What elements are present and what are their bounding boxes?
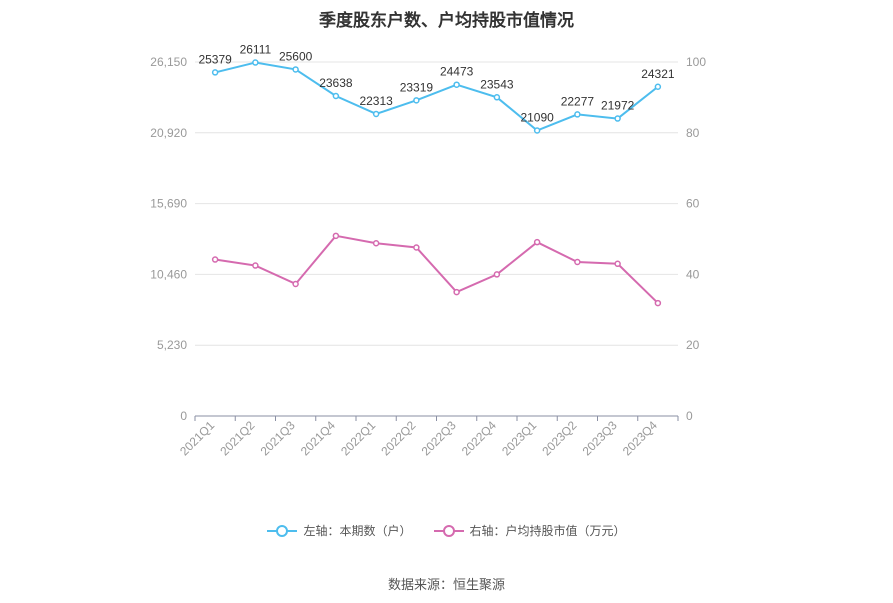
data-point-left [614, 115, 621, 122]
data-point-left [292, 66, 299, 73]
legend-item-right[interactable]: 右轴：户均持股市值（万元） [433, 522, 626, 539]
data-point-right [574, 258, 581, 266]
right-axis-tick-label: 80 [686, 126, 700, 140]
legend-swatch-left-icon [267, 524, 298, 537]
left-axis-tick-label: 20,920 [150, 126, 187, 140]
data-label: 24473 [440, 65, 474, 79]
x-axis-tick-label: 2022Q4 [459, 418, 499, 458]
left-axis-tick-label: 5,230 [157, 338, 187, 352]
data-point-left [252, 59, 259, 66]
data-label: 21972 [601, 99, 635, 113]
x-axis-tick-label: 2022Q1 [338, 418, 378, 458]
right-axis-tick-label: 60 [686, 197, 700, 211]
data-point-left [332, 92, 340, 100]
data-label: 22277 [561, 94, 595, 108]
data-point-right [453, 288, 460, 296]
data-point-left [654, 83, 662, 91]
legend: 左轴：本期数（户） 右轴：户均持股市值（万元） [0, 522, 893, 539]
data-point-left [574, 111, 581, 118]
right-axis-tick-label: 100 [686, 55, 706, 69]
legend-label-left: 左轴：本期数（户） [303, 524, 412, 538]
x-axis-tick-label: 2022Q3 [419, 418, 459, 458]
left-axis-tick-label: 10,460 [150, 267, 187, 281]
data-point-left [372, 110, 380, 118]
data-point-left [453, 81, 460, 88]
left-axis-tick-label: 26,150 [150, 55, 187, 69]
data-point-left [211, 69, 219, 76]
legend-item-left[interactable]: 左轴：本期数（户） [267, 522, 412, 539]
right-axis-tick-label: 40 [686, 267, 700, 281]
data-point-left [533, 127, 541, 134]
data-point-right [533, 238, 541, 246]
data-label: 23319 [400, 80, 434, 94]
data-point-right [413, 244, 420, 251]
x-axis-tick-label: 2023Q1 [499, 418, 539, 458]
data-label: 25600 [279, 49, 313, 63]
data-point-right [654, 299, 662, 307]
data-label: 23638 [319, 76, 353, 90]
data-point-left [493, 94, 501, 101]
data-point-right [332, 232, 340, 240]
data-label: 26111 [240, 43, 272, 57]
left-axis-tick-label: 15,690 [150, 197, 187, 211]
x-axis-tick-label: 2023Q4 [620, 418, 660, 458]
data-point-left [413, 97, 420, 104]
data-label: 22313 [359, 94, 393, 108]
data-point-right [493, 271, 501, 278]
right-axis-tick-label: 20 [686, 338, 700, 352]
series-line-left [214, 61, 659, 132]
right-axis-tick-label: 0 [686, 409, 693, 423]
left-axis-tick-label: 0 [180, 409, 187, 423]
data-label: 25379 [198, 52, 232, 66]
legend-swatch-right-icon [433, 524, 464, 537]
x-axis-tick-label: 2023Q2 [539, 418, 579, 458]
x-axis-tick-label: 2022Q2 [378, 418, 418, 458]
data-point-right [372, 239, 380, 247]
data-point-right [614, 260, 621, 268]
data-point-right [252, 262, 259, 269]
data-label: 24321 [641, 67, 675, 81]
x-axis-tick-label: 2023Q3 [580, 418, 620, 458]
data-point-right [211, 256, 219, 263]
x-axis-tick-label: 2021Q3 [258, 418, 298, 458]
x-axis-tick-label: 2021Q2 [217, 418, 257, 458]
data-point-right [292, 280, 299, 288]
series-line-right [214, 234, 659, 304]
x-axis-tick-label: 2021Q1 [177, 418, 217, 458]
data-label: 21090 [520, 110, 554, 124]
x-axis-tick-label: 2021Q4 [298, 418, 338, 458]
data-source: 数据来源：恒生聚源 [387, 577, 505, 592]
chart-title: 季度股东户数、户均持股市值情况 [319, 11, 574, 30]
legend-label-right: 右轴：户均持股市值（万元） [469, 524, 626, 538]
data-label: 23543 [480, 77, 514, 91]
